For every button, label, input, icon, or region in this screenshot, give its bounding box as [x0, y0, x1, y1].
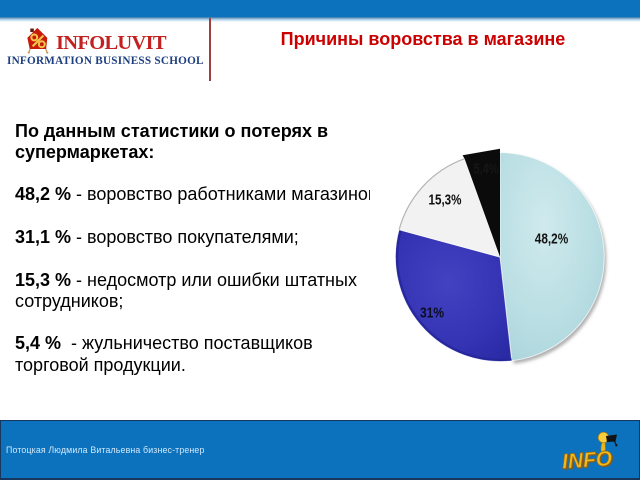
svg-text:5,4%: 5,4% [474, 162, 499, 178]
svg-text:15,3%: 15,3% [429, 193, 462, 209]
svg-text:INFO: INFO [561, 447, 613, 473]
svg-text:48,2%: 48,2% [535, 232, 569, 248]
svg-text:31%: 31% [420, 306, 444, 322]
svg-text:INFO: INFO [563, 448, 615, 474]
